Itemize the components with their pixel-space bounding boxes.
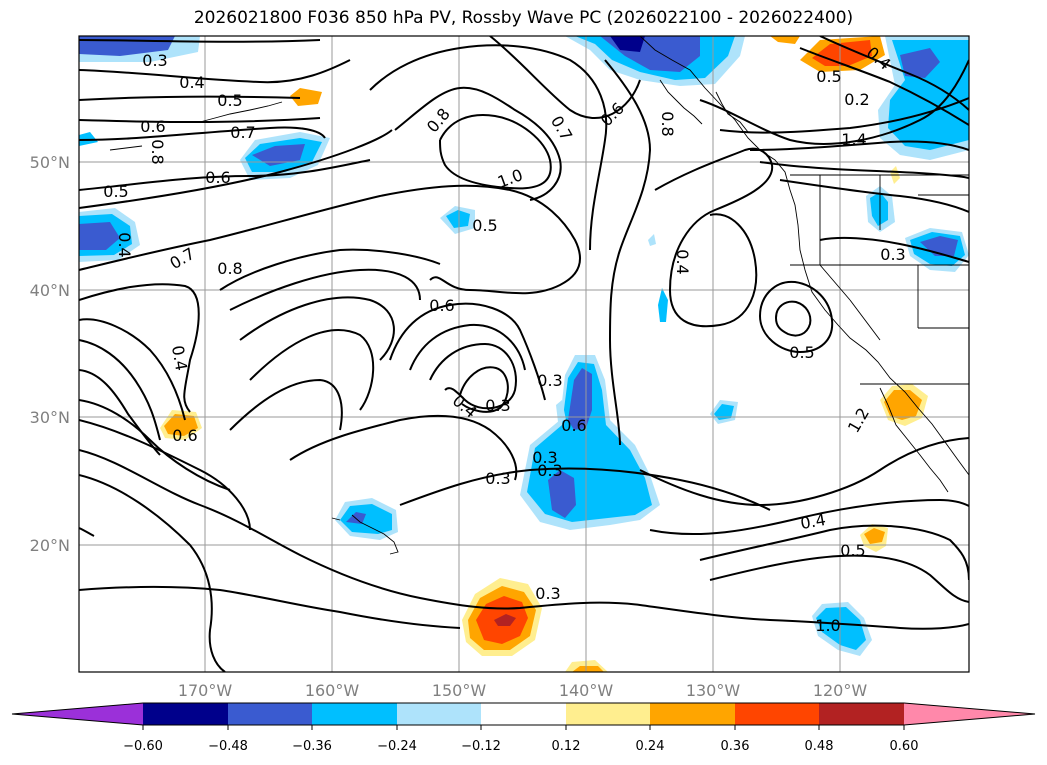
shade-blob: [900, 48, 940, 78]
contour-label: 0.4: [799, 510, 827, 533]
colorbar-swatch: [481, 703, 566, 725]
contour-label: 0.3: [537, 461, 562, 480]
contour-label: 0.3: [537, 371, 562, 390]
shade-blob: [648, 234, 656, 246]
lat-label: 20°N: [30, 536, 70, 555]
colorbar-tick-label: 0.36: [721, 739, 750, 754]
contour-label: 0.6: [205, 168, 230, 187]
lon-label: 130°W: [686, 681, 741, 700]
contour-label: 0.4: [115, 232, 134, 257]
colorbar-tick-label: −0.60: [123, 739, 163, 754]
shade-blob: [714, 404, 734, 420]
colorbar-under: [12, 703, 143, 725]
colorbar-swatch: [735, 703, 819, 725]
map-title: 2026021800 F036 850 hPa PV, Rossby Wave …: [193, 8, 854, 28]
colorbar-tick-label: 0.48: [805, 739, 834, 754]
lat-label: 30°N: [30, 408, 70, 427]
contour-label: 0.4: [673, 249, 692, 274]
shade-blob: [610, 36, 645, 52]
lat-label: 40°N: [30, 281, 70, 300]
colorbar-swatch: [650, 703, 735, 725]
contour-label: 0.4: [168, 344, 191, 372]
shade-blob: [494, 614, 516, 626]
colorbar-swatch: [397, 703, 481, 725]
contour-label: 0.8: [148, 139, 167, 164]
lat-label: 50°N: [30, 153, 70, 172]
shade-blob: [884, 390, 922, 420]
contour-label: 0.5: [217, 91, 242, 110]
contour-label: 0.8: [217, 259, 242, 278]
shade-blob: [79, 222, 120, 250]
contour-label: 0.3: [532, 448, 557, 467]
shade-blob: [572, 666, 604, 672]
graticule: [79, 36, 969, 672]
contour-label: 0.5: [472, 216, 497, 235]
shade-blob: [816, 607, 866, 650]
contour-label: 0.3: [485, 469, 510, 488]
contour-label: 0.6: [140, 117, 165, 136]
contour-label: 0.8: [658, 111, 677, 136]
shade-blob: [164, 414, 198, 436]
colorbar-swatch: [566, 703, 650, 725]
contour-label: 0.6: [561, 416, 586, 435]
shade-blob: [446, 210, 470, 228]
lon-label: 170°W: [178, 681, 233, 700]
colorbar-swatch: [228, 703, 312, 725]
map-background: [79, 36, 969, 672]
contour-label: 0.5: [789, 343, 814, 362]
contour-label: 0.7: [230, 123, 255, 142]
contour-label: 0.2: [844, 90, 869, 109]
colorbar-tick-label: 0.24: [636, 739, 665, 754]
colorbar-tick-label: 0.12: [552, 739, 581, 754]
colorbar-tick-label: −0.24: [377, 739, 417, 754]
contour-label: 0.3: [485, 396, 510, 415]
map-border: [78, 35, 970, 673]
shade-blob: [870, 192, 888, 226]
colorbar-tick-label: −0.48: [208, 739, 248, 754]
contour-label: 0.5: [840, 541, 865, 560]
contour-label: 1.4: [841, 130, 866, 149]
shade-blob: [548, 470, 576, 518]
shade-blob: [812, 40, 872, 66]
lon-label: 150°W: [432, 681, 487, 700]
colorbar: −0.60 −0.48 −0.36 −0.24 −0.12 0.12 0.24 0.36 0.4…: [11, 702, 1036, 754]
lon-label: 120°W: [813, 681, 868, 700]
contour-label: 0.3: [880, 245, 905, 264]
contour-label: 0.5: [103, 182, 128, 201]
shade-blob: [658, 288, 668, 322]
shade-blob: [290, 88, 322, 106]
contour-label: 0.3: [142, 51, 167, 70]
colorbar-tick-label: 0.60: [890, 739, 919, 754]
colorbar-over: [904, 703, 1035, 725]
colorbar-tick-label: −0.12: [461, 739, 501, 754]
contour-label: 0.6: [429, 296, 454, 315]
contour-label: 0.6: [172, 426, 197, 445]
lon-label: 160°W: [305, 681, 360, 700]
contour-label: 0.5: [816, 67, 841, 86]
shade-blob: [340, 504, 392, 534]
contour-label: 1.0: [815, 616, 840, 635]
colorbar-swatch: [312, 703, 397, 725]
pv-contours: [79, 36, 969, 672]
shade-blob: [864, 528, 885, 544]
shade-blob: [920, 236, 958, 256]
contour-label: 0.4: [179, 73, 204, 92]
contour-label: 0.3: [535, 584, 560, 603]
lon-label: 140°W: [559, 681, 614, 700]
shade-blob: [770, 36, 800, 44]
coastlines: [109, 36, 969, 555]
colorbar-tick-label: −0.36: [292, 739, 332, 754]
colorbar-swatch: [819, 703, 904, 725]
shade-blob: [252, 144, 305, 166]
colorbar-swatch: [143, 703, 228, 725]
